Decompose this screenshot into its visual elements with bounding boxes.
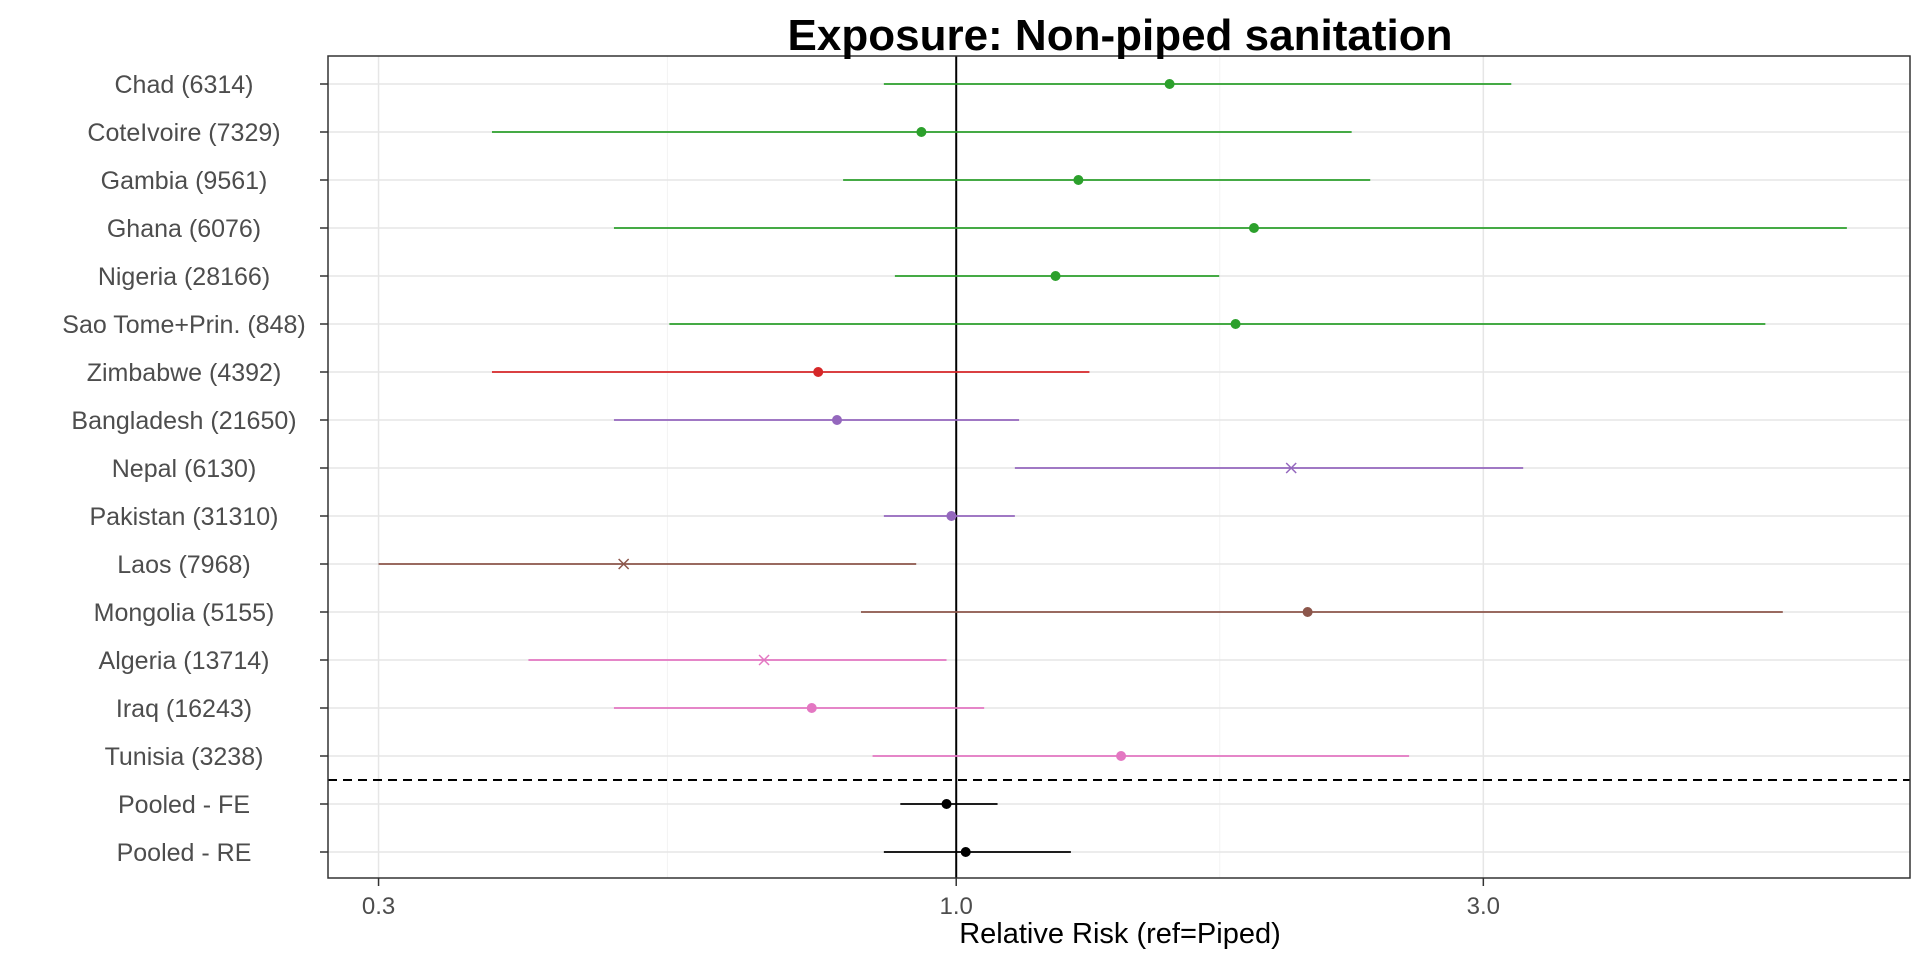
row-label: Iraq (16243) bbox=[116, 695, 252, 723]
y-axis-labels: Chad (6314) CoteIvoire (7329) Gambia (9561… bbox=[62, 71, 328, 867]
estimate-point bbox=[813, 367, 824, 377]
row-label: Algeria (13714) bbox=[99, 647, 270, 675]
rows bbox=[378, 79, 1847, 857]
row-label: Laos (7968) bbox=[117, 551, 250, 579]
row-label: Zimbabwe (4392) bbox=[87, 359, 282, 387]
row-label: Nepal (6130) bbox=[112, 455, 257, 483]
row-label: Nigeria (28166) bbox=[98, 263, 270, 291]
panel-border bbox=[327, 55, 1911, 879]
estimate-point bbox=[960, 847, 971, 857]
cross-stroke bbox=[1285, 462, 1297, 474]
row-label: Mongolia (5155) bbox=[94, 599, 275, 627]
estimate-point bbox=[946, 511, 957, 521]
estimate-point bbox=[916, 127, 927, 137]
row-label: CoteIvoire (7329) bbox=[87, 119, 280, 147]
estimate-point bbox=[806, 703, 817, 713]
row-label: Sao Tome+Prin. (848) bbox=[62, 311, 305, 339]
x-tick-label: 3.0 bbox=[1467, 893, 1500, 920]
chart-title: Exposure: Non-piped sanitation bbox=[788, 11, 1453, 60]
estimate-point bbox=[1302, 607, 1313, 617]
row-label: Ghana (6076) bbox=[107, 215, 261, 243]
estimate-point bbox=[1073, 175, 1084, 185]
estimate-point bbox=[1050, 271, 1061, 281]
estimate-point bbox=[1248, 223, 1259, 233]
estimate-marker-cross bbox=[758, 654, 770, 666]
x-axis-label: Relative Risk (ref=Piped) bbox=[959, 918, 1281, 950]
row-label: Bangladesh (21650) bbox=[71, 407, 296, 435]
reference-lines bbox=[328, 56, 1910, 878]
x-tick-label: 0.3 bbox=[362, 893, 395, 920]
cross-stroke bbox=[618, 558, 630, 570]
estimate-point bbox=[1164, 79, 1175, 89]
row-label: Tunisia (3238) bbox=[105, 743, 264, 771]
estimate-marker-cross bbox=[1285, 462, 1297, 474]
row-label: Pooled - FE bbox=[118, 791, 250, 819]
estimate-point bbox=[1116, 751, 1127, 761]
row-label: Gambia (9561) bbox=[101, 167, 268, 195]
estimate-point bbox=[941, 799, 952, 809]
cross-stroke bbox=[758, 654, 770, 666]
x-axis-ticks: 0.3 1.0 3.0 bbox=[362, 878, 1500, 920]
row-label: Pakistan (31310) bbox=[89, 503, 278, 531]
estimate-point bbox=[1230, 319, 1241, 329]
estimate-marker-cross bbox=[618, 558, 630, 570]
estimate-point bbox=[832, 415, 843, 425]
row-label: Chad (6314) bbox=[115, 71, 254, 99]
x-tick-label: 1.0 bbox=[940, 893, 973, 920]
row-label: Pooled - RE bbox=[117, 839, 252, 867]
